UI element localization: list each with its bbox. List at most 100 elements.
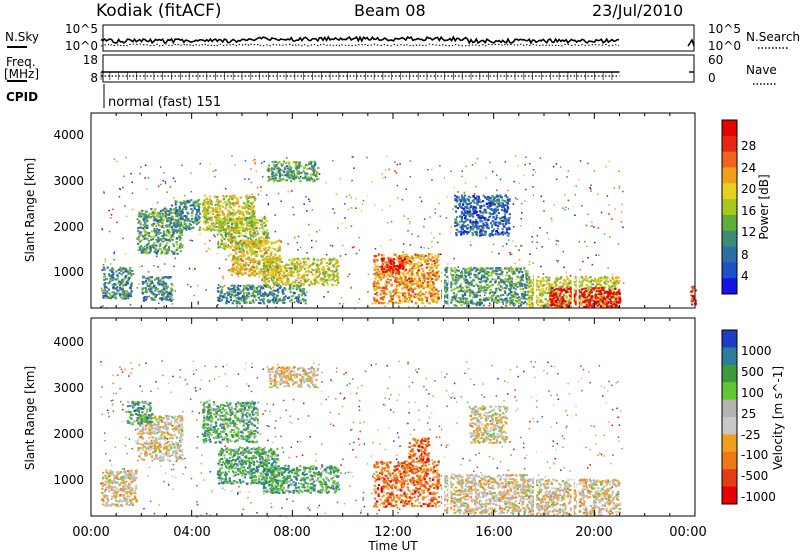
- power-cell: [382, 273, 385, 276]
- power-cell: [164, 210, 167, 213]
- power-speckle: [409, 176, 411, 178]
- power-cell: [407, 259, 410, 262]
- power-cell: [380, 268, 383, 271]
- power-cell: [246, 198, 249, 201]
- power-cell: [252, 224, 255, 227]
- power-cell: [406, 253, 409, 256]
- power-cell: [166, 249, 169, 252]
- power-cell: [110, 270, 114, 273]
- power-cell: [140, 231, 143, 234]
- power-cell: [190, 218, 194, 221]
- power-cell: [172, 243, 175, 246]
- power-cell: [457, 269, 460, 272]
- power-cell: [236, 266, 239, 269]
- power-cell: [288, 165, 291, 168]
- power-speckle: [608, 213, 610, 215]
- power-cell: [436, 259, 439, 262]
- power-cell: [156, 220, 159, 222]
- power-cell: [203, 194, 206, 197]
- power-speckle: [112, 208, 114, 211]
- power-cell: [159, 221, 162, 224]
- power-cell: [483, 289, 486, 292]
- power-cell: [297, 301, 300, 304]
- power-cell: [213, 228, 216, 231]
- power-cell: [517, 281, 520, 284]
- power-cell: [431, 266, 434, 269]
- power-cell: [298, 164, 301, 167]
- power-speckle: [586, 245, 588, 248]
- power-speckle: [512, 240, 514, 242]
- power-cell: [277, 291, 280, 294]
- power-speckle: [521, 245, 523, 247]
- power-cell: [498, 283, 501, 286]
- power-cell: [264, 267, 267, 270]
- power-cell: [385, 263, 388, 266]
- power-cell: [470, 267, 473, 270]
- power-cell: [513, 272, 516, 275]
- power-cell: [223, 217, 226, 220]
- power-cell: [256, 267, 259, 270]
- power-speckle: [609, 236, 611, 238]
- power-cell: [268, 167, 272, 170]
- power-cell: [319, 259, 322, 262]
- power-cell: [279, 267, 282, 270]
- power-speckle: [403, 243, 405, 245]
- power-speckle: [122, 237, 124, 240]
- power-cell: [281, 270, 284, 273]
- power-speckle: [415, 306, 418, 309]
- power-cell: [224, 244, 227, 247]
- power-speckle: [507, 189, 509, 192]
- power-cell: [258, 248, 262, 251]
- power-cell: [265, 295, 268, 298]
- power-cell: [120, 281, 123, 283]
- power-speckle: [293, 236, 296, 238]
- power-cell: [231, 220, 234, 223]
- power-cell: [419, 299, 422, 302]
- power-speckle: [481, 227, 483, 229]
- power-cell: [123, 290, 126, 293]
- power-cell: [386, 302, 389, 305]
- power-cell: [300, 299, 303, 302]
- power-cell: [150, 223, 154, 226]
- power-cell: [504, 298, 507, 301]
- power-speckle: [565, 206, 567, 208]
- power-cell: [212, 213, 215, 215]
- power-cell: [236, 272, 240, 275]
- power-cell: [373, 285, 376, 288]
- power-cell: [419, 294, 422, 297]
- power-cell: [295, 168, 298, 171]
- power-cell: [508, 282, 512, 284]
- power-cell: [312, 269, 315, 272]
- power-speckle: [532, 186, 534, 188]
- power-speckle: [516, 198, 518, 201]
- power-cell: [302, 289, 305, 292]
- power-cell: [103, 268, 106, 271]
- power-cell: [445, 275, 448, 278]
- power-cell: [407, 272, 410, 275]
- power-speckle: [265, 237, 267, 239]
- power-speckle: [103, 191, 105, 193]
- power-cell: [288, 174, 291, 177]
- power-speckle: [536, 234, 539, 237]
- power-speckle: [171, 303, 174, 305]
- power-cell: [210, 228, 213, 231]
- power-speckle: [457, 266, 460, 268]
- power-cell: [125, 280, 129, 283]
- power-speckle: [461, 175, 463, 178]
- power-speckle: [293, 301, 296, 303]
- power-speckle: [355, 252, 358, 255]
- power-cell: [452, 274, 455, 277]
- power-cell: [525, 281, 528, 284]
- power-cell: [278, 239, 281, 242]
- power-cell: [480, 270, 483, 273]
- power-cell: [152, 297, 155, 300]
- power-cell: [174, 200, 177, 203]
- power-cell: [195, 213, 198, 216]
- power-cell: [162, 230, 166, 233]
- power-cell: [219, 229, 222, 232]
- power-cell: [241, 273, 244, 276]
- power-cell: [144, 223, 147, 226]
- power-cell: [278, 265, 281, 268]
- power-cell: [246, 284, 249, 287]
- power-cell: [276, 240, 279, 243]
